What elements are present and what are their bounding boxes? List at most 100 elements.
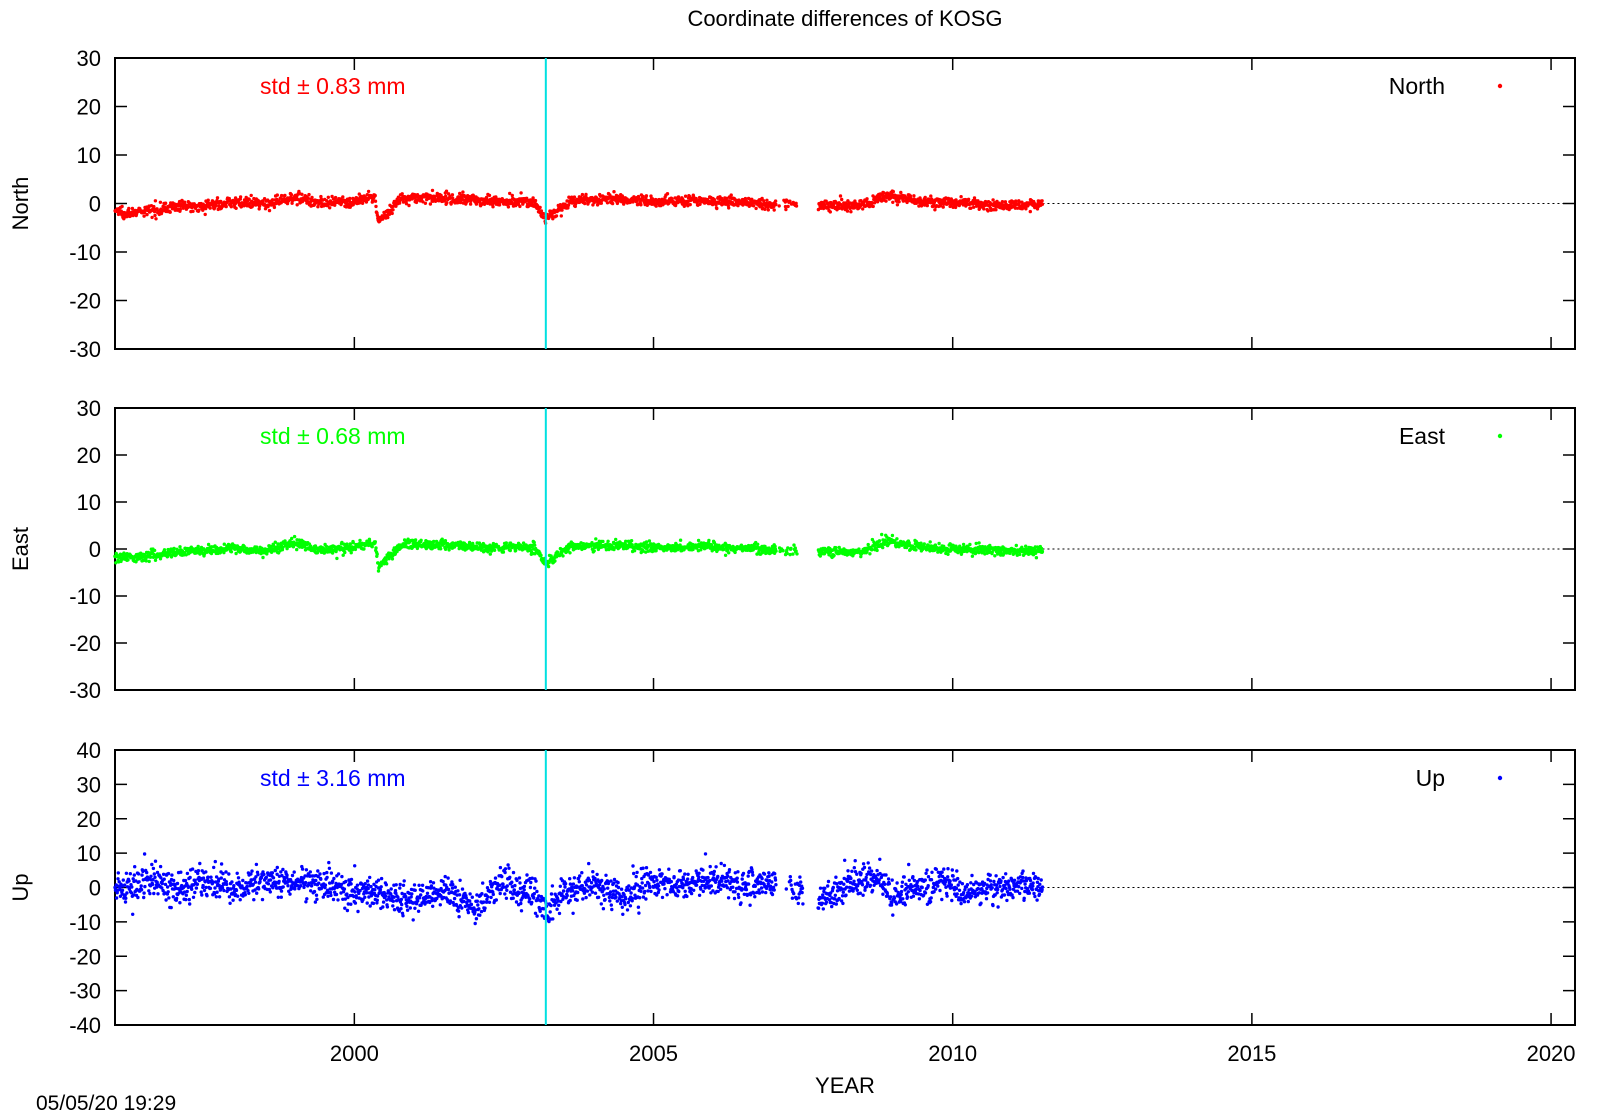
data-point [533, 198, 538, 203]
data-point [468, 202, 473, 206]
data-point [450, 193, 455, 197]
data-point [1014, 543, 1018, 548]
data-point [305, 897, 309, 901]
data-point [323, 883, 328, 887]
data-point [342, 887, 347, 891]
data-point [300, 192, 304, 196]
data-point [295, 547, 299, 552]
data-point [345, 908, 350, 913]
data-point [519, 191, 523, 195]
data-point [381, 905, 385, 909]
data-point [1040, 199, 1044, 203]
data-point [756, 542, 760, 546]
data-point [295, 195, 299, 199]
data-point [299, 884, 303, 888]
data-point [167, 896, 171, 900]
y-tick-label: 30 [77, 396, 101, 421]
data-point [325, 870, 329, 875]
data-point [837, 206, 842, 210]
data-point [884, 199, 888, 203]
data-point [127, 879, 131, 883]
data-point [116, 877, 120, 881]
data-point [219, 862, 224, 866]
data-point [290, 536, 294, 541]
data-point [986, 209, 990, 213]
data-point [158, 864, 163, 869]
data-point [688, 202, 692, 207]
data-point [178, 545, 182, 549]
data-point [128, 872, 132, 876]
data-point [203, 212, 207, 217]
legend-marker [1497, 433, 1503, 439]
data-point [840, 197, 844, 202]
data-point [133, 865, 137, 869]
data-point [644, 540, 649, 544]
data-point [165, 885, 170, 889]
data-point [304, 868, 309, 872]
data-point [330, 194, 334, 199]
data-point [247, 197, 251, 201]
data-point [542, 212, 546, 216]
data-point [349, 877, 354, 882]
data-point [641, 194, 645, 199]
data-point [306, 196, 310, 200]
data-point [195, 882, 200, 886]
data-point [356, 909, 360, 914]
data-point [553, 559, 557, 563]
data-point [124, 896, 128, 900]
data-point [127, 206, 131, 211]
data-point [381, 900, 386, 904]
data-point [245, 884, 249, 889]
data-point [929, 194, 933, 198]
data-point [253, 880, 258, 884]
data-point [215, 196, 220, 200]
data-point [150, 882, 155, 887]
data-point [474, 202, 479, 206]
data-point [895, 203, 900, 207]
y-tick-label: -40 [69, 1013, 101, 1038]
data-point [334, 892, 339, 897]
data-point [224, 870, 228, 874]
data-point [310, 195, 314, 200]
data-point [169, 905, 173, 910]
data-point [281, 885, 285, 889]
data-point [563, 202, 567, 206]
data-point [647, 539, 652, 543]
data-point [508, 191, 512, 196]
data-point [678, 538, 683, 542]
data-point [559, 214, 563, 218]
data-point [132, 873, 136, 877]
data-point [295, 203, 299, 207]
data-point [772, 208, 776, 212]
y-tick-label: 20 [77, 807, 101, 832]
data-point [968, 542, 972, 547]
data-point [136, 872, 141, 876]
data-point [846, 199, 850, 203]
data-point [139, 884, 143, 888]
data-point [158, 200, 163, 204]
data-point [355, 883, 360, 887]
data-point [120, 204, 124, 209]
data-point [594, 537, 598, 541]
data-point [336, 898, 340, 902]
data-point [279, 193, 284, 198]
std-annotation: std ± 0.68 mm [260, 423, 406, 449]
data-point [368, 904, 372, 908]
data-point [374, 546, 378, 550]
data-point [366, 189, 371, 194]
data-point [1034, 556, 1039, 560]
data-point [444, 189, 449, 193]
data-point [276, 895, 280, 899]
data-point [871, 204, 875, 209]
data-point [204, 885, 208, 890]
data-point [353, 890, 357, 894]
data-point [194, 886, 199, 890]
data-point [373, 199, 378, 203]
data-point [601, 539, 605, 544]
data-point [369, 884, 373, 889]
data-point [715, 206, 719, 211]
data-point [229, 205, 233, 209]
data-point [329, 893, 333, 898]
data-point [190, 867, 195, 871]
data-point [539, 209, 544, 213]
